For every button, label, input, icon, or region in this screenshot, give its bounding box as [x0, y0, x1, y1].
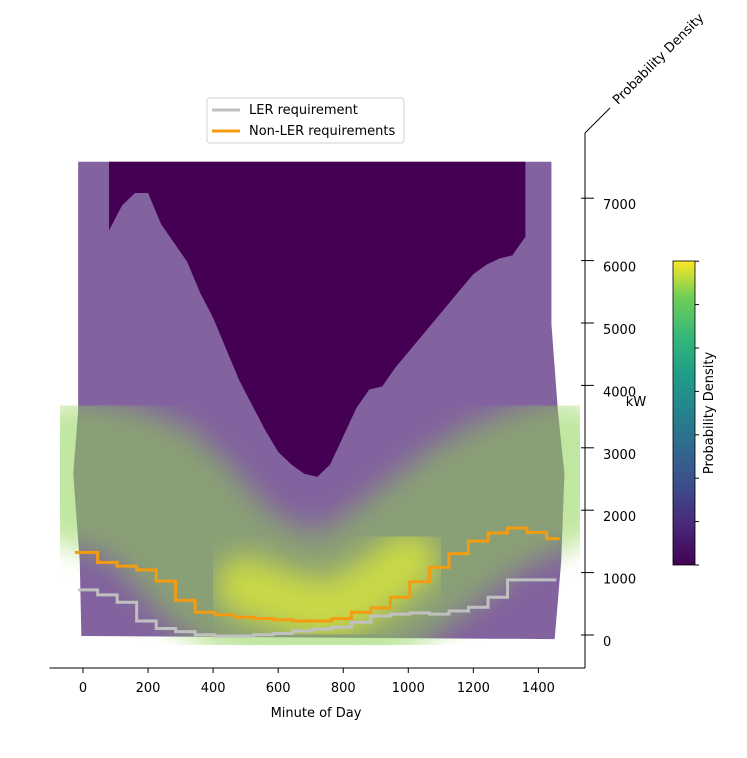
x-tick-label: 800	[331, 681, 356, 696]
x-tick-label: 0	[79, 681, 87, 696]
legend: LER requirement Non-LER requirements	[206, 97, 405, 144]
colorbar-ticks	[695, 260, 699, 566]
x-tick-label: 1400	[522, 681, 555, 696]
z-axis-line	[584, 107, 611, 134]
series-lines	[74, 526, 560, 638]
y-tick-label: 4000	[603, 385, 636, 400]
x-axis-label: Minute of Day	[271, 706, 362, 721]
y-axis: 0 1000 2000 3000 4000 5000 6000 7000 kW	[581, 133, 646, 668]
y-tick-label: 3000	[603, 448, 636, 463]
legend-box	[206, 97, 405, 144]
x-tick-label: 400	[201, 681, 226, 696]
y-tick-label: 1000	[603, 573, 636, 588]
y-axis-label: kW	[626, 395, 647, 410]
y-tick-label: 0	[603, 635, 611, 650]
y-tick-label: 5000	[603, 323, 636, 338]
y-tick-label: 2000	[603, 510, 636, 525]
series-line-1	[74, 526, 560, 623]
density-core	[215, 531, 439, 640]
x-tick-label: 200	[136, 681, 161, 696]
y-ticks: 0 1000 2000 3000 4000 5000 6000 7000	[581, 197, 636, 650]
z-axis: Probability Density	[584, 11, 708, 134]
x-tick-label: 1000	[392, 681, 425, 696]
colorbar: Probability Density	[672, 260, 717, 566]
legend-label: Non-LER requirements	[249, 124, 395, 139]
z-axis-label: Probability Density	[610, 11, 707, 108]
series-line-0	[78, 578, 557, 638]
colorbar-gradient	[672, 260, 696, 566]
legend-entries: LER requirement Non-LER requirements	[212, 103, 395, 139]
plot-area	[60, 161, 580, 645]
colorbar-label: Probability Density	[702, 352, 717, 475]
y-tick-label: 7000	[603, 198, 636, 213]
x-ticks: 0 200 400 600 800 1000 1200 1400	[79, 668, 555, 696]
x-tick-label: 1200	[457, 681, 490, 696]
x-tick-label: 600	[266, 681, 291, 696]
density-top	[109, 161, 526, 477]
legend-label: LER requirement	[249, 103, 358, 118]
y-tick-label: 6000	[603, 261, 636, 276]
x-axis: 0 200 400 600 800 1000 1200 1400 Minute of Day	[49, 667, 585, 721]
